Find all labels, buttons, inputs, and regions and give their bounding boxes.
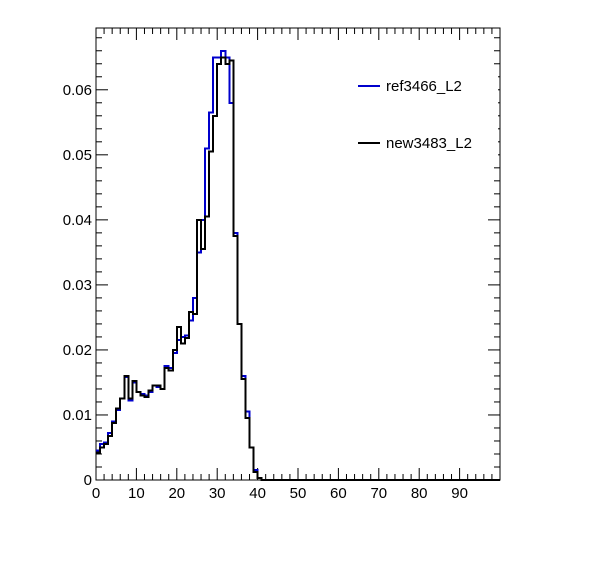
legend-swatch-ref bbox=[358, 85, 380, 87]
y-tick-label: 0.05 bbox=[63, 147, 92, 164]
tick-labels: 0 10 20 30 40 50 60 70 80 90 0 0.01 0.02 0.03 0.04 0.05… bbox=[63, 82, 468, 502]
x-tick-label: 10 bbox=[128, 485, 145, 502]
y-tick-label: 0 bbox=[84, 472, 92, 489]
legend-swatch-new bbox=[358, 142, 380, 144]
legend-entry-ref: ref3466_L2 bbox=[358, 76, 462, 96]
x-tick-label: 40 bbox=[249, 485, 266, 502]
x-tick-label: 50 bbox=[290, 485, 307, 502]
legend-label-new: new3483_L2 bbox=[386, 134, 472, 152]
y-tick-label: 0.04 bbox=[63, 212, 92, 229]
x-tick-label: 60 bbox=[330, 485, 347, 502]
axis-ticks bbox=[95, 28, 501, 481]
legend-label-ref: ref3466_L2 bbox=[386, 77, 462, 95]
x-tick-label: 80 bbox=[411, 485, 428, 502]
y-tick-label: 0.03 bbox=[63, 277, 92, 294]
series-new-line bbox=[96, 56, 500, 481]
x-tick-label: 30 bbox=[209, 485, 226, 502]
x-tick-label: 90 bbox=[451, 485, 468, 502]
legend: ref3466_L2 new3483_L2 bbox=[358, 70, 498, 165]
x-tick-label: 0 bbox=[92, 485, 100, 502]
series-layer bbox=[96, 49, 500, 481]
y-tick-label: 0.02 bbox=[63, 342, 92, 359]
x-tick-label: 20 bbox=[168, 485, 185, 502]
y-tick-label: 0.06 bbox=[63, 82, 92, 99]
x-tick-label: 70 bbox=[370, 485, 387, 502]
y-tick-label: 0.01 bbox=[63, 407, 92, 424]
legend-entry-new: new3483_L2 bbox=[358, 133, 472, 153]
